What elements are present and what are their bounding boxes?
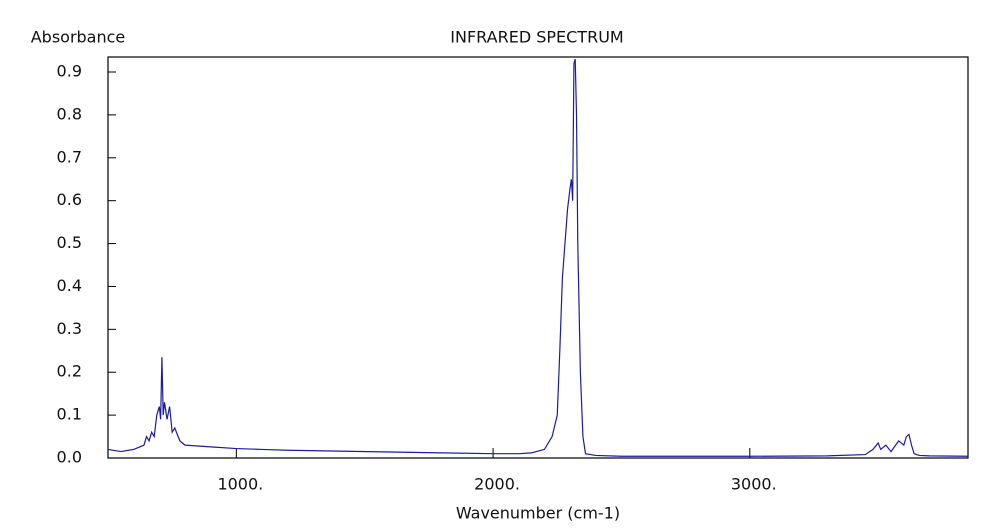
y-tick-label: 0.9 — [57, 62, 82, 81]
plot-frame — [107, 56, 969, 459]
y-tick-label: 0.0 — [57, 448, 82, 467]
y-tick-label: 0.5 — [57, 233, 82, 252]
x-tick-label: 2000. — [474, 475, 520, 494]
y-tick-label: 0.4 — [57, 276, 82, 295]
x-tick-label: 1000. — [217, 475, 263, 494]
chart-title: INFRARED SPECTRUM — [450, 28, 623, 47]
y-axis-label: Absorbance — [31, 28, 126, 47]
y-tick-label: 0.7 — [57, 147, 82, 166]
y-tick-label: 0.1 — [57, 405, 82, 424]
spectrum-line — [107, 58, 969, 457]
y-tick-label: 0.2 — [57, 362, 82, 381]
x-axis-label: Wavenumber (cm-1) — [456, 504, 620, 523]
y-tick-label: 0.6 — [57, 190, 82, 209]
y-tick-label: 0.8 — [57, 104, 82, 123]
y-tick-label: 0.3 — [57, 319, 82, 338]
x-tick-label: 3000. — [731, 475, 777, 494]
